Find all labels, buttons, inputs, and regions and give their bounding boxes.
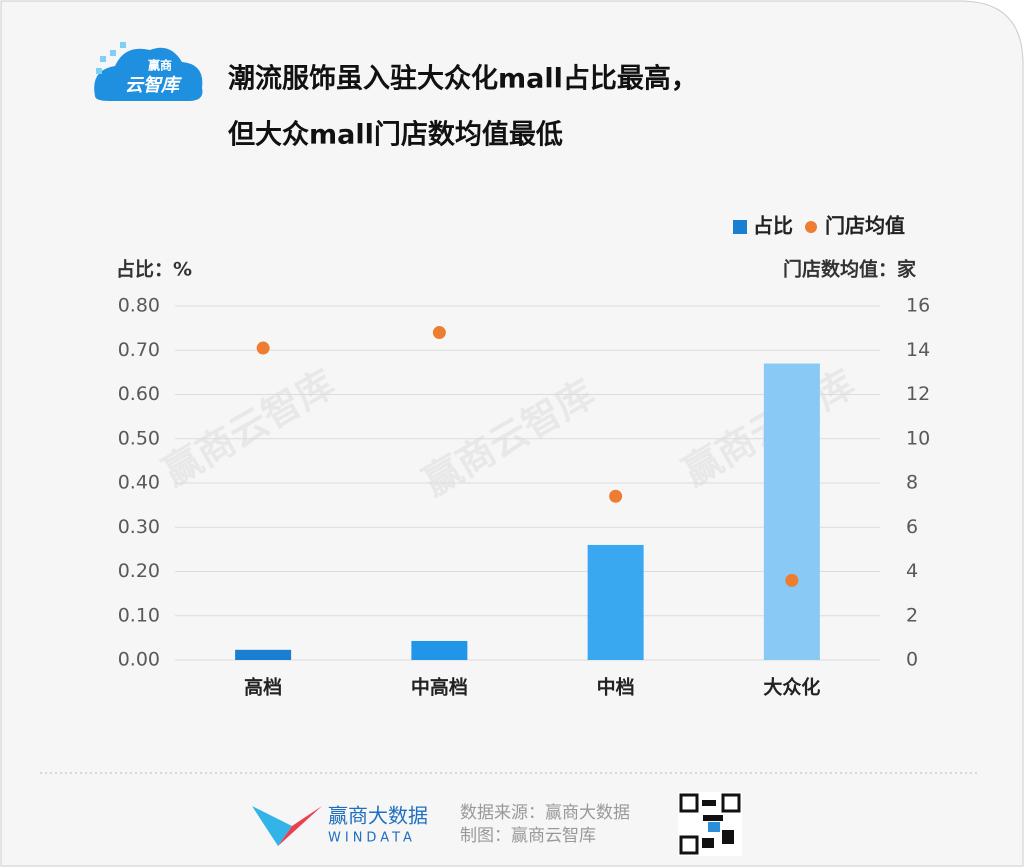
dot bbox=[432, 326, 446, 340]
footer-brand-en: WINDATA bbox=[328, 831, 416, 846]
footer-maker: 制图：赢商云智库 bbox=[460, 826, 596, 846]
dot bbox=[256, 341, 270, 355]
chart-title: 但大众mall门店数均值最低 bbox=[228, 120, 563, 151]
bar bbox=[235, 649, 292, 660]
legend-swatch bbox=[805, 221, 817, 233]
y-axis-label: 占比：% bbox=[116, 258, 192, 281]
x-tick-label: 大众化 bbox=[763, 676, 820, 699]
y2-tick-label: 12 bbox=[906, 383, 930, 405]
y-tick-label: 0.60 bbox=[118, 383, 160, 405]
y2-tick-label: 8 bbox=[906, 472, 918, 494]
logo-top: 赢商 bbox=[148, 58, 172, 73]
bar bbox=[587, 544, 644, 660]
y-tick-label: 0.40 bbox=[118, 472, 160, 494]
footer-source: 数据来源：赢商大数据 bbox=[460, 803, 630, 823]
logo-bottom: 云智库 bbox=[125, 75, 182, 96]
bar bbox=[763, 363, 820, 660]
y-tick-label: 0.20 bbox=[118, 560, 160, 582]
y-tick-label: 0.10 bbox=[118, 604, 160, 626]
footer-brand: 赢商大数据 bbox=[328, 804, 428, 828]
y-tick-label: 0.00 bbox=[118, 649, 160, 671]
y-tick-label: 0.80 bbox=[118, 295, 160, 317]
y2-tick-label: 6 bbox=[906, 516, 918, 538]
legend-label: 占比 bbox=[753, 214, 793, 238]
y2-tick-label: 4 bbox=[906, 560, 918, 582]
x-tick-label: 高档 bbox=[244, 676, 282, 699]
dot bbox=[609, 489, 623, 503]
bar bbox=[411, 640, 468, 660]
y-tick-label: 0.30 bbox=[118, 516, 160, 538]
qr-code bbox=[678, 792, 742, 856]
y2-tick-label: 0 bbox=[906, 649, 918, 671]
y-tick-label: 0.50 bbox=[118, 427, 160, 449]
y-tick-label: 0.70 bbox=[118, 339, 160, 361]
y2-tick-label: 2 bbox=[906, 604, 918, 626]
footer-logo: 赢商大数据 WINDATA bbox=[252, 804, 428, 846]
x-tick-label: 中档 bbox=[597, 676, 635, 699]
legend-swatch bbox=[733, 220, 747, 234]
chart-title: 潮流服饰虽入驻大众化mall占比最高， bbox=[228, 63, 698, 95]
y2-tick-label: 16 bbox=[906, 295, 930, 317]
dot bbox=[785, 573, 799, 587]
y2-tick-label: 14 bbox=[906, 339, 930, 361]
legend-label: 门店均值 bbox=[825, 214, 905, 238]
y2-axis-label: 门店数均值：家 bbox=[783, 258, 917, 281]
x-tick-label: 中高档 bbox=[411, 676, 468, 699]
y2-tick-label: 10 bbox=[906, 427, 930, 449]
logo: 赢商 云智库 bbox=[94, 42, 203, 101]
